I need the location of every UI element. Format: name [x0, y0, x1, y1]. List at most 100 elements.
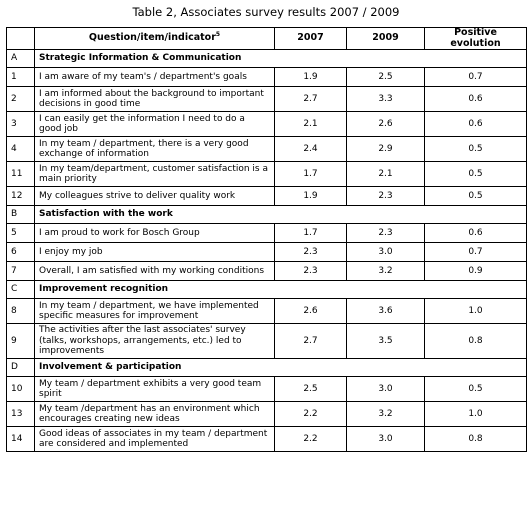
item-positive-evolution: 0.6 [424, 223, 527, 243]
table-row: 9 The activities after the last associate… [6, 323, 527, 359]
item-score-2007: 2.3 [274, 242, 347, 262]
item-question: In my team/department, customer satisfac… [34, 161, 275, 187]
section-row: B Satisfaction with the work [6, 205, 527, 224]
item-positive-evolution: 0.5 [424, 161, 527, 187]
item-score-2007: 2.6 [274, 298, 347, 324]
header-question-label: Question/item/indicator [88, 32, 216, 44]
item-positive-evolution: 0.7 [424, 67, 527, 87]
survey-results-table: Question/item/indicator5 2007 2009 Posit… [6, 27, 527, 452]
item-positive-evolution: 0.7 [424, 242, 527, 262]
item-positive-evolution: 0.5 [424, 136, 527, 162]
section-letter: C [6, 280, 35, 299]
item-score-2007: 2.4 [274, 136, 347, 162]
section-title: Involvement & participation [34, 358, 527, 377]
item-positive-evolution: 0.5 [424, 186, 527, 206]
item-question: Overall, I am satisfied with my working … [34, 261, 275, 281]
item-question: In my team / department, we have impleme… [34, 298, 275, 324]
header-2009: 2009 [346, 27, 425, 50]
item-score-2009: 3.5 [346, 323, 425, 359]
section-row: C Improvement recognition [6, 280, 527, 299]
item-score-2009: 2.1 [346, 161, 425, 187]
item-score-2007: 2.2 [274, 401, 347, 427]
item-score-2007: 2.7 [274, 86, 347, 112]
item-question: I can easily get the information I need … [34, 111, 275, 137]
item-number: 12 [6, 186, 35, 206]
item-number: 6 [6, 242, 35, 262]
table-row: 14 Good ideas of associates in my team / … [6, 426, 527, 452]
table-row: 13 My team /department has an environment… [6, 401, 527, 427]
item-score-2009: 2.3 [346, 186, 425, 206]
item-question: In my team / department, there is a very… [34, 136, 275, 162]
item-score-2007: 1.7 [274, 161, 347, 187]
item-positive-evolution: 1.0 [424, 298, 527, 324]
item-score-2009: 3.0 [346, 242, 425, 262]
item-score-2009: 3.6 [346, 298, 425, 324]
item-score-2007: 2.3 [274, 261, 347, 281]
table-row: 4 In my team / department, there is a ver… [6, 136, 527, 162]
header-question: Question/item/indicator5 [34, 27, 275, 50]
item-question: I am informed about the background to im… [34, 86, 275, 112]
section-title: Improvement recognition [34, 280, 527, 299]
item-number: 5 [6, 223, 35, 243]
table-body: A Strategic Information & Communication 1 I… [6, 49, 527, 452]
item-number: 9 [6, 323, 35, 359]
header-row: Question/item/indicator5 2007 2009 Posit… [6, 27, 527, 50]
item-positive-evolution: 0.8 [424, 323, 527, 359]
section-letter: D [6, 358, 35, 377]
item-positive-evolution: 0.9 [424, 261, 527, 281]
item-number: 8 [6, 298, 35, 324]
item-score-2009: 3.0 [346, 376, 425, 402]
item-question: I am proud to work for Bosch Group [34, 223, 275, 243]
item-question: The activities after the last associates… [34, 323, 275, 359]
item-score-2007: 2.1 [274, 111, 347, 137]
item-number: 3 [6, 111, 35, 137]
item-score-2009: 3.3 [346, 86, 425, 112]
item-number: 14 [6, 426, 35, 452]
table-row: 11 In my team/department, customer satisf… [6, 161, 527, 187]
item-number: 4 [6, 136, 35, 162]
item-positive-evolution: 0.6 [424, 111, 527, 137]
item-score-2009: 3.2 [346, 401, 425, 427]
item-question: Good ideas of associates in my team / de… [34, 426, 275, 452]
item-question: My colleagues strive to deliver quality … [34, 186, 275, 206]
item-score-2009: 2.9 [346, 136, 425, 162]
item-score-2009: 2.3 [346, 223, 425, 243]
item-score-2009: 3.0 [346, 426, 425, 452]
item-positive-evolution: 0.8 [424, 426, 527, 452]
item-positive-evolution: 0.5 [424, 376, 527, 402]
table-row: 8 In my team / department, we have implem… [6, 298, 527, 324]
header-2007: 2007 [274, 27, 347, 50]
item-score-2007: 1.7 [274, 223, 347, 243]
item-positive-evolution: 1.0 [424, 401, 527, 427]
table-row: 10 My team / department exhibits a very g… [6, 376, 527, 402]
item-question: My team /department has an environment w… [34, 401, 275, 427]
table-row: 12 My colleagues strive to deliver qualit… [6, 186, 527, 206]
section-row: A Strategic Information & Communication [6, 49, 527, 68]
section-letter: B [6, 205, 35, 224]
item-score-2009: 2.6 [346, 111, 425, 137]
header-question-footnote: 5 [215, 31, 221, 39]
section-title: Strategic Information & Communication [34, 49, 527, 68]
item-score-2007: 2.2 [274, 426, 347, 452]
item-question: I enjoy my job [34, 242, 275, 262]
header-positive-evolution: Positive evolution [424, 27, 527, 50]
table-caption: Table 2, Associates survey results 2007 … [132, 5, 400, 19]
item-score-2007: 1.9 [274, 67, 347, 87]
header-number [6, 27, 35, 50]
item-number: 11 [6, 161, 35, 187]
item-score-2007: 1.9 [274, 186, 347, 206]
section-title: Satisfaction with the work [34, 205, 527, 224]
section-row: D Involvement & participation [6, 358, 527, 377]
item-number: 1 [6, 67, 35, 87]
section-letter: A [6, 49, 35, 68]
item-score-2009: 3.2 [346, 261, 425, 281]
item-number: 10 [6, 376, 35, 402]
item-number: 13 [6, 401, 35, 427]
item-number: 7 [6, 261, 35, 281]
item-score-2007: 2.7 [274, 323, 347, 359]
table-row: 7 Overall, I am satisfied with my working… [6, 261, 527, 281]
